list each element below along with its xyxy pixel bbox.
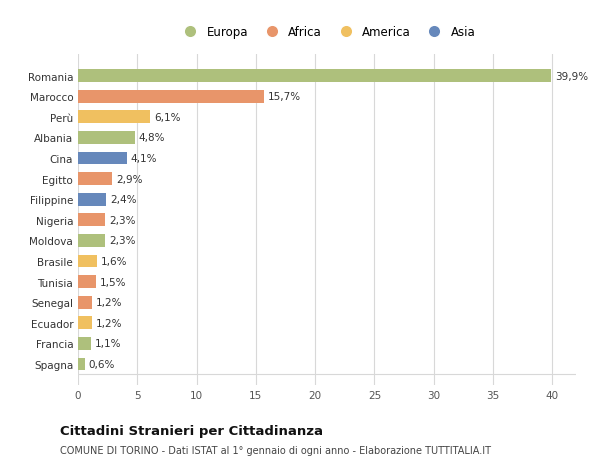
Legend: Europa, Africa, America, Asia: Europa, Africa, America, Asia [173,21,481,44]
Text: 2,3%: 2,3% [109,236,136,246]
Text: 2,3%: 2,3% [109,215,136,225]
Text: 2,4%: 2,4% [110,195,137,205]
Bar [78,132,135,145]
Text: 0,6%: 0,6% [89,359,115,369]
Bar [78,173,112,185]
Text: 1,1%: 1,1% [95,339,121,348]
Bar [78,214,105,227]
Text: Cittadini Stranieri per Cittadinanza: Cittadini Stranieri per Cittadinanza [60,425,323,437]
Text: 1,6%: 1,6% [101,257,127,266]
Bar [78,90,264,103]
Bar [78,152,127,165]
Text: COMUNE DI TORINO - Dati ISTAT al 1° gennaio di ogni anno - Elaborazione TUTTITAL: COMUNE DI TORINO - Dati ISTAT al 1° genn… [60,445,491,455]
Bar [78,235,105,247]
Bar [78,337,91,350]
Text: 1,5%: 1,5% [100,277,126,287]
Bar [78,358,85,370]
Text: 1,2%: 1,2% [96,297,122,308]
Bar [78,70,551,83]
Text: 39,9%: 39,9% [554,72,588,81]
Bar [78,255,97,268]
Text: 2,9%: 2,9% [116,174,142,184]
Bar [78,111,151,124]
Bar [78,317,92,330]
Text: 4,8%: 4,8% [139,133,165,143]
Text: 15,7%: 15,7% [268,92,301,102]
Text: 4,1%: 4,1% [130,154,157,164]
Bar [78,296,92,309]
Text: 1,2%: 1,2% [96,318,122,328]
Text: 6,1%: 6,1% [154,112,181,123]
Bar [78,193,106,206]
Bar [78,275,96,288]
